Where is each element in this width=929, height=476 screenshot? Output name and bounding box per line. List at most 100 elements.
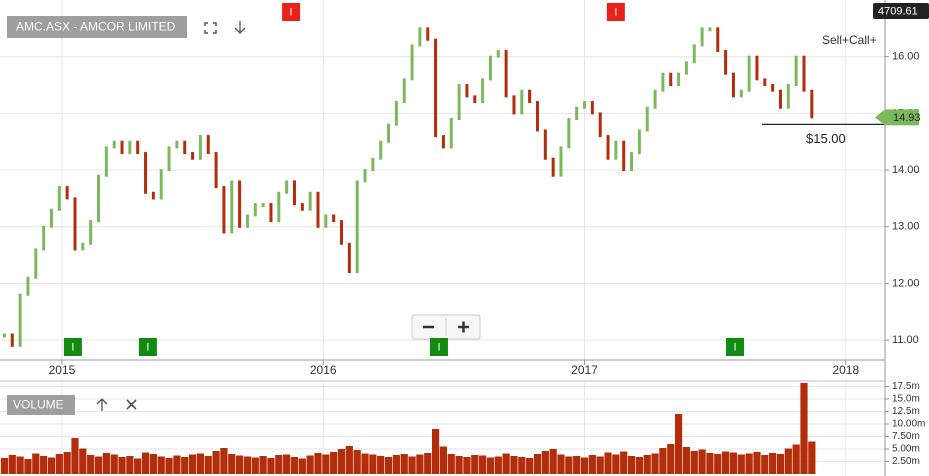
event-marker bbox=[63, 338, 82, 356]
price-bar bbox=[34, 248, 38, 279]
y-tick-label: 12.5m bbox=[892, 406, 920, 417]
y-tick-label: 11.00 bbox=[892, 334, 919, 346]
y-tick-label: 15.0m bbox=[892, 394, 920, 405]
volume-bar bbox=[267, 458, 275, 474]
zoom-in-button[interactable] bbox=[458, 321, 469, 333]
price-bar bbox=[285, 180, 289, 194]
volume-bar bbox=[479, 455, 487, 474]
volume-bar bbox=[471, 455, 479, 474]
title-badge bbox=[7, 16, 187, 38]
volume-bar bbox=[690, 451, 698, 474]
price-bar bbox=[810, 89, 814, 119]
volume-bar bbox=[353, 450, 361, 474]
price-bar bbox=[18, 293, 22, 347]
price-bar bbox=[340, 220, 344, 245]
volume-bar bbox=[16, 456, 24, 474]
price-bar bbox=[716, 27, 720, 53]
price-bar bbox=[622, 140, 626, 172]
volume-bar bbox=[345, 446, 353, 474]
event-label: I bbox=[146, 341, 149, 353]
price-bar bbox=[214, 152, 218, 189]
volume-bar bbox=[220, 448, 228, 474]
price-bar bbox=[684, 61, 688, 75]
volume-bar bbox=[447, 454, 455, 474]
volume-bar bbox=[784, 448, 792, 474]
price-bar bbox=[583, 101, 587, 109]
volume-bar bbox=[55, 454, 63, 474]
close-icon[interactable] bbox=[126, 399, 137, 410]
price-bar bbox=[191, 152, 195, 160]
volume-bar bbox=[761, 455, 769, 474]
price-bar bbox=[786, 84, 790, 109]
event-marker bbox=[606, 3, 625, 21]
price-bar bbox=[700, 27, 704, 47]
volume-bar bbox=[251, 457, 259, 474]
price-bar bbox=[778, 89, 782, 109]
last-price-badge bbox=[875, 109, 919, 126]
price-bar bbox=[49, 208, 53, 228]
price-bar bbox=[120, 140, 124, 155]
volume-bar bbox=[502, 453, 510, 474]
y-tick-label: 13.00 bbox=[892, 221, 920, 233]
volume-bar bbox=[228, 454, 236, 474]
volume-bar bbox=[792, 444, 800, 474]
price-bar bbox=[73, 197, 77, 251]
volume-bar bbox=[204, 456, 212, 474]
price-bar bbox=[402, 78, 406, 104]
price-bar bbox=[316, 191, 320, 228]
volume-bar bbox=[431, 429, 440, 474]
x-tick-label: 2015 bbox=[49, 363, 76, 377]
price-bar bbox=[355, 180, 359, 274]
volume-bar bbox=[722, 451, 730, 474]
volume-bar bbox=[259, 456, 267, 474]
volume-bar bbox=[165, 458, 173, 474]
volume-bar bbox=[565, 456, 573, 474]
volume-bar bbox=[40, 456, 48, 474]
volume-bar bbox=[157, 456, 165, 474]
price-bar bbox=[496, 50, 500, 58]
move-up-icon[interactable] bbox=[96, 398, 108, 411]
price-bar bbox=[136, 140, 140, 155]
price-bar bbox=[387, 123, 391, 143]
volume-bar bbox=[729, 452, 738, 474]
price-bar bbox=[238, 180, 242, 228]
price-bar bbox=[371, 157, 375, 172]
price-bar bbox=[441, 135, 445, 149]
price-bar bbox=[771, 84, 775, 92]
price-bar bbox=[598, 112, 602, 138]
y-tick-label: 17.5m bbox=[892, 381, 920, 392]
volume-bar bbox=[573, 456, 581, 474]
volume-bar bbox=[776, 454, 785, 474]
volume-bar bbox=[188, 454, 197, 474]
price-bar bbox=[65, 186, 69, 200]
grid-layer bbox=[0, 0, 885, 476]
price-bar bbox=[347, 242, 351, 274]
fullscreen-icon[interactable] bbox=[204, 22, 217, 34]
price-bar bbox=[332, 214, 336, 223]
volume-bar bbox=[486, 457, 495, 474]
price-bar bbox=[97, 174, 101, 223]
mark-layer bbox=[0, 27, 816, 474]
price-bar bbox=[324, 214, 328, 228]
volume-bar bbox=[541, 451, 549, 474]
price-bar bbox=[253, 203, 257, 217]
price-bar bbox=[269, 203, 273, 223]
volume-bar bbox=[243, 456, 252, 474]
volume-bar bbox=[290, 457, 299, 474]
volume-bar bbox=[102, 453, 110, 474]
price-bar bbox=[559, 146, 563, 177]
volume-bar bbox=[604, 452, 612, 474]
price-bar bbox=[543, 129, 547, 160]
price-bar bbox=[802, 55, 806, 92]
volume-bar bbox=[620, 451, 628, 474]
price-bar bbox=[473, 95, 477, 104]
volume-bar bbox=[439, 446, 448, 474]
price-bar bbox=[89, 220, 93, 245]
price-bar bbox=[112, 140, 116, 149]
volume-bar bbox=[706, 453, 714, 474]
volume-bar bbox=[377, 456, 385, 474]
volume-bar bbox=[769, 453, 777, 474]
zoom-control bbox=[411, 314, 481, 340]
move-down-icon[interactable] bbox=[234, 21, 246, 34]
